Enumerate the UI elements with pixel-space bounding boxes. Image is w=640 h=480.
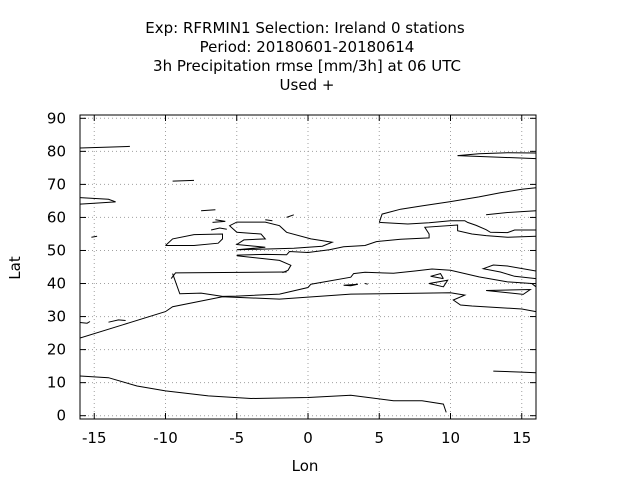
- y-tick-label: 60: [47, 208, 66, 226]
- y-tick-label: 20: [47, 341, 66, 359]
- y-tick-label: 30: [47, 308, 66, 326]
- coastline-segment: [108, 319, 126, 323]
- coastline-segment: [379, 220, 536, 234]
- x-tick-label: -15: [82, 429, 107, 447]
- x-tick-label: 15: [512, 429, 531, 447]
- coastline-segment: [364, 283, 368, 285]
- coastline-segment: [265, 219, 273, 222]
- title-line-2: Period: 20180601-20180614: [200, 38, 415, 56]
- x-axis-ticks: -15 -10 -5 0 5 10 15: [82, 115, 531, 447]
- coastline-segment: [286, 214, 294, 218]
- coastline-segment: [228, 221, 335, 251]
- x-tick-label: 0: [303, 429, 313, 447]
- coastline-segment: [91, 235, 98, 238]
- grid-lines: [80, 115, 536, 419]
- coastline-segment: [428, 279, 449, 288]
- coastline-segment: [236, 255, 292, 274]
- coastline-segment: [172, 179, 195, 182]
- y-tick-label: 10: [47, 374, 66, 392]
- y-axis-label: Lat: [6, 256, 24, 280]
- chart-title: Exp: RFRMIN1 Selection: Ireland 0 statio…: [145, 19, 465, 94]
- coastline-segment: [210, 227, 227, 231]
- x-tick-label: 5: [374, 429, 384, 447]
- coastline-segment: [165, 233, 223, 246]
- coastline-segment: [80, 145, 130, 149]
- coastline-segment: [80, 321, 91, 324]
- coastline-segment: [212, 219, 226, 223]
- x-axis-label: Lon: [292, 457, 319, 475]
- coastline-segment: [236, 224, 536, 256]
- title-line-4: Used +: [280, 76, 335, 94]
- coastline-segment: [481, 264, 536, 280]
- y-tick-label: 50: [47, 241, 66, 259]
- coastline-segment: [80, 375, 447, 413]
- coastline-segment: [80, 292, 536, 339]
- x-tick-label: -10: [153, 429, 178, 447]
- title-line-1: Exp: RFRMIN1 Selection: Ireland 0 statio…: [145, 19, 465, 37]
- coastline-segment: [493, 370, 536, 374]
- y-axis-ticks: 0 10 20 30 40 50 60 70 80 90: [47, 109, 536, 425]
- coastline-segment: [170, 271, 287, 279]
- coastline-segment: [457, 152, 536, 157]
- y-tick-label: 90: [47, 109, 66, 127]
- y-tick-label: 70: [47, 175, 66, 193]
- coastline-segment: [486, 288, 532, 295]
- coastline-segment: [172, 268, 536, 297]
- coastline-segment: [430, 273, 444, 280]
- coastline-segment: [80, 197, 116, 205]
- coastlines: [80, 145, 536, 413]
- coastline-segment: [457, 155, 536, 160]
- x-tick-label: -5: [229, 429, 244, 447]
- x-tick-label: 10: [441, 429, 460, 447]
- coastline-segment: [343, 283, 359, 287]
- y-tick-label: 0: [56, 407, 66, 425]
- y-tick-label: 80: [47, 142, 66, 160]
- coastline-segment: [486, 210, 536, 216]
- coastline-segment: [201, 209, 216, 212]
- y-tick-label: 40: [47, 275, 66, 293]
- title-line-3: 3h Precipitation rmse [mm/3h] at 06 UTC: [153, 57, 461, 75]
- coastline-segment: [378, 187, 536, 223]
